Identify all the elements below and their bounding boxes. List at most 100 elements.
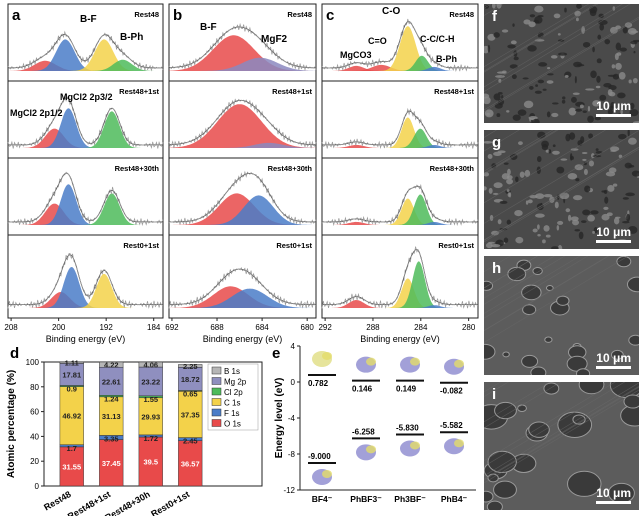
sem-grain bbox=[493, 93, 501, 101]
sem-texture bbox=[484, 4, 639, 123]
sem-grain bbox=[548, 149, 552, 154]
sem-grain bbox=[517, 109, 527, 116]
legend-swatch bbox=[211, 377, 222, 385]
sem-grain bbox=[534, 39, 545, 42]
sem-grain bbox=[615, 42, 622, 51]
sample-label: Rest48 bbox=[287, 10, 312, 19]
sem-grain bbox=[527, 199, 533, 204]
scale-bar-line bbox=[596, 366, 631, 369]
sem-grain bbox=[545, 234, 551, 238]
raw-spectrum bbox=[7, 30, 164, 72]
sem-grain bbox=[557, 244, 563, 249]
sem-grain bbox=[538, 62, 548, 67]
sem-grain bbox=[493, 32, 500, 38]
sem-grain bbox=[507, 192, 511, 197]
sem-grain bbox=[606, 212, 613, 217]
sem-grain bbox=[556, 225, 560, 231]
sem-grain bbox=[556, 166, 565, 174]
sem-grain bbox=[614, 53, 619, 61]
fitted-peak bbox=[322, 26, 478, 72]
energy-value-label: 0.146 bbox=[352, 385, 373, 394]
sem-grain bbox=[506, 219, 511, 225]
sem-scratch bbox=[484, 256, 555, 299]
raw-spectrum bbox=[321, 183, 479, 227]
sem-grain bbox=[571, 96, 577, 103]
sem-grain bbox=[582, 209, 591, 216]
sem-grain bbox=[529, 14, 536, 18]
x-tick-label: 280 bbox=[462, 323, 476, 332]
panel-letter-f: f bbox=[492, 8, 497, 25]
data-label: 4.22 bbox=[104, 361, 119, 370]
peak-label: B-Ph bbox=[120, 32, 143, 43]
sem-grain bbox=[629, 102, 635, 110]
sem-scratch bbox=[484, 148, 639, 243]
scale-bar-line bbox=[596, 114, 631, 117]
legend-entry: Mg 2p bbox=[224, 378, 247, 387]
orbital-lobe bbox=[454, 439, 464, 448]
energy-value-label: -0.082 bbox=[440, 387, 463, 396]
fitted-peak bbox=[322, 65, 478, 71]
sem-grain bbox=[626, 213, 631, 222]
sem-grain bbox=[607, 109, 614, 115]
sem-grain bbox=[611, 64, 616, 69]
sem-pit bbox=[522, 304, 537, 316]
sem-pit bbox=[487, 450, 517, 474]
sem-grain bbox=[572, 195, 583, 201]
fitted-peak bbox=[322, 221, 478, 225]
sem-grain bbox=[628, 79, 632, 84]
sem-pit bbox=[493, 480, 517, 499]
sem-grain bbox=[625, 192, 635, 197]
sem-grain bbox=[622, 220, 630, 224]
legend-entry: C 1s bbox=[224, 399, 240, 408]
data-label: 23.22 bbox=[141, 377, 160, 386]
sem-grain bbox=[524, 169, 531, 178]
sem-texture bbox=[484, 256, 639, 375]
data-label: 31.13 bbox=[102, 412, 121, 421]
panel-letter-a: a bbox=[12, 7, 21, 24]
sem-grain bbox=[620, 109, 623, 115]
sem-scratch bbox=[484, 256, 589, 319]
sem-grain bbox=[619, 47, 627, 52]
peak-label: MgF2 bbox=[261, 34, 288, 45]
sem-grain bbox=[596, 58, 602, 64]
orbital-lobe bbox=[322, 470, 332, 478]
scale-bar-line bbox=[596, 240, 631, 243]
sem-grain bbox=[535, 84, 539, 87]
sem-grain bbox=[529, 85, 534, 90]
peak-label: MgCl2 2p1/2 bbox=[10, 108, 63, 118]
sem-grain bbox=[612, 183, 618, 187]
sem-grain bbox=[496, 113, 501, 118]
x-axis-title: Binding energy (eV) bbox=[46, 334, 126, 344]
peak-label: B-F bbox=[200, 22, 217, 33]
y-tick-label: 60 bbox=[30, 408, 39, 417]
sem-pit bbox=[628, 334, 639, 346]
panel-letter-d: d bbox=[10, 345, 19, 362]
sem-pit bbox=[626, 276, 639, 293]
sem-grain bbox=[488, 187, 493, 194]
sem-pit bbox=[544, 336, 553, 343]
sem-scratch bbox=[484, 130, 554, 172]
sample-label: Rest48+30th bbox=[115, 164, 160, 173]
sem-grain bbox=[595, 150, 603, 154]
y-tick-label: -8 bbox=[288, 450, 296, 459]
sem-texture bbox=[484, 382, 639, 510]
legend-swatch bbox=[211, 366, 222, 375]
sem-grain bbox=[568, 107, 577, 116]
fitted-peak bbox=[322, 222, 478, 225]
peak-label: MgCO3 bbox=[340, 50, 372, 60]
x-tick-label: 692 bbox=[165, 323, 179, 332]
sem-grain bbox=[627, 226, 638, 234]
data-label: 22.61 bbox=[102, 377, 121, 386]
fitted-peak bbox=[169, 288, 316, 308]
legend-entry: B 1s bbox=[224, 367, 240, 376]
energy-value-label: 0.782 bbox=[308, 379, 329, 388]
sem-grain bbox=[581, 151, 588, 155]
sem-scratch bbox=[484, 130, 557, 174]
scale-bar-label: 10 μm bbox=[596, 99, 631, 113]
sem-grain bbox=[604, 196, 609, 204]
fitted-peak bbox=[8, 193, 163, 225]
sem-grain bbox=[532, 118, 540, 123]
x-tick-label: Rest0+1st bbox=[149, 489, 191, 516]
sem-grain bbox=[603, 206, 609, 210]
sem-grain bbox=[513, 56, 519, 61]
